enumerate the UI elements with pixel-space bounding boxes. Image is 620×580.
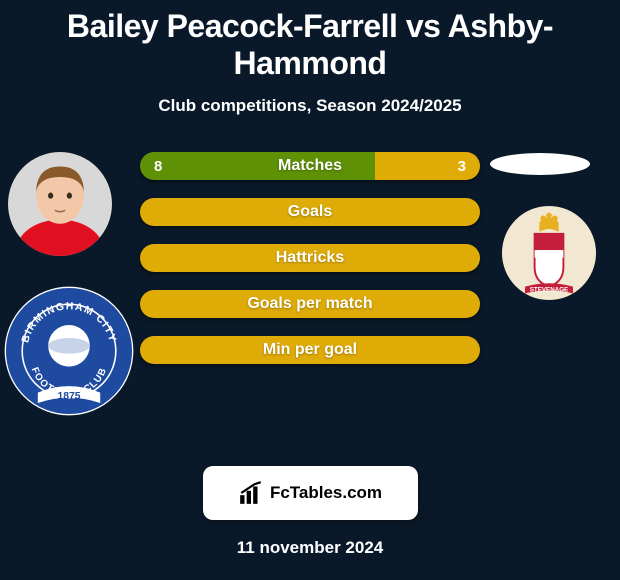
comparison-content: BIRMINGHAM CITY FOOTBALL CLUB 1875 STEVE… [0,152,620,412]
stat-bar-neutral [140,198,480,226]
player1-photo [8,152,112,256]
player1-club-badge: BIRMINGHAM CITY FOOTBALL CLUB 1875 [4,286,134,416]
stat-row-matches: 83Matches [140,152,480,180]
stat-row-goals: Goals [140,198,480,226]
player1-value: 8 [140,152,375,180]
stat-row-hattricks: Hattricks [140,244,480,272]
date-label: 11 november 2024 [0,538,620,558]
fctables-icon [238,480,264,506]
fctables-watermark: FcTables.com [203,466,418,520]
club-year: 1875 [57,391,80,402]
stats-bars: 83Matches Goals Hattricks Goals per match Mi… [140,152,480,382]
stat-row-min-per-goal: Min per goal [140,336,480,364]
stat-bar-neutral [140,336,480,364]
stat-bar-neutral [140,244,480,272]
svg-text:STEVENAGE: STEVENAGE [530,286,568,293]
subtitle: Club competitions, Season 2024/2025 [0,96,620,116]
player2-silhouette [490,153,590,175]
player2-club-badge: STEVENAGE [501,205,597,301]
stat-row-goals-per-match: Goals per match [140,290,480,318]
player2-value: 3 [375,152,480,180]
stat-bar-neutral [140,290,480,318]
page-title: Bailey Peacock-Farrell vs Ashby-Hammond [0,0,620,82]
fctables-label: FcTables.com [270,483,382,503]
